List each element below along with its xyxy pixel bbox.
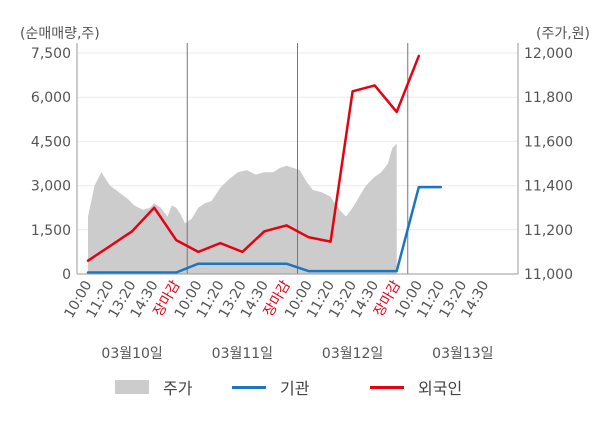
date-label: 03월10일 <box>101 346 162 362</box>
foreign-line <box>86 54 421 262</box>
y-right-tick-label: 11,800 <box>524 90 573 106</box>
y-right-tick-label: 11,200 <box>524 223 573 239</box>
legend-item-foreign[interactable]: 외국인 <box>370 372 462 402</box>
y-right-tick-label: 11,400 <box>524 179 573 195</box>
left-y-axis: 0 1,500 3,000 4,500 6,000 7,500 <box>31 46 71 283</box>
y-left-tick-label: 3,000 <box>31 179 71 195</box>
day-labels: 03월10일 03월11일 03월12일 03월13일 <box>101 346 493 362</box>
axis-layer <box>76 43 519 275</box>
y-right-tick-label: 11,000 <box>524 267 573 283</box>
price-area-layer <box>88 143 397 274</box>
legend-swatch-institution <box>232 385 266 389</box>
y-right-tick-label: 11,600 <box>524 134 573 150</box>
y-left-tick-label: 1,500 <box>31 223 71 239</box>
y-left-tick-label: 0 <box>62 267 71 283</box>
legend-label-institution: 기관 <box>280 379 310 398</box>
x-axis: 10:0011:2013:2014:30장마감10:0011:2013:2014… <box>61 278 492 321</box>
y-right-tick-label: 12,000 <box>524 46 573 62</box>
y-left-tick-label: 6,000 <box>31 90 71 106</box>
institution-line <box>86 185 443 274</box>
series-line-layer <box>86 54 443 274</box>
legend-label-foreign: 외국인 <box>418 379 463 398</box>
legend: 주가 기관 외국인 <box>0 372 600 402</box>
date-label: 03월11일 <box>212 346 273 362</box>
left-axis-unit: (순매매량,주) <box>20 26 100 42</box>
y-left-tick-label: 4,500 <box>31 134 71 150</box>
y-left-tick-label: 7,500 <box>31 46 71 62</box>
date-label: 03월12일 <box>322 346 383 362</box>
date-label: 03월13일 <box>432 346 493 362</box>
legend-item-institution[interactable]: 기관 <box>232 372 309 402</box>
legend-swatch-foreign <box>370 385 404 389</box>
legend-item-price[interactable]: 주가 <box>115 372 192 402</box>
right-y-axis: 11,000 11,200 11,400 11,600 11,800 12,000 <box>524 46 573 283</box>
right-axis-unit: (주가,원) <box>536 26 590 42</box>
legend-label-price: 주가 <box>163 379 193 398</box>
price-area <box>88 143 397 274</box>
legend-swatch-price <box>115 380 149 394</box>
